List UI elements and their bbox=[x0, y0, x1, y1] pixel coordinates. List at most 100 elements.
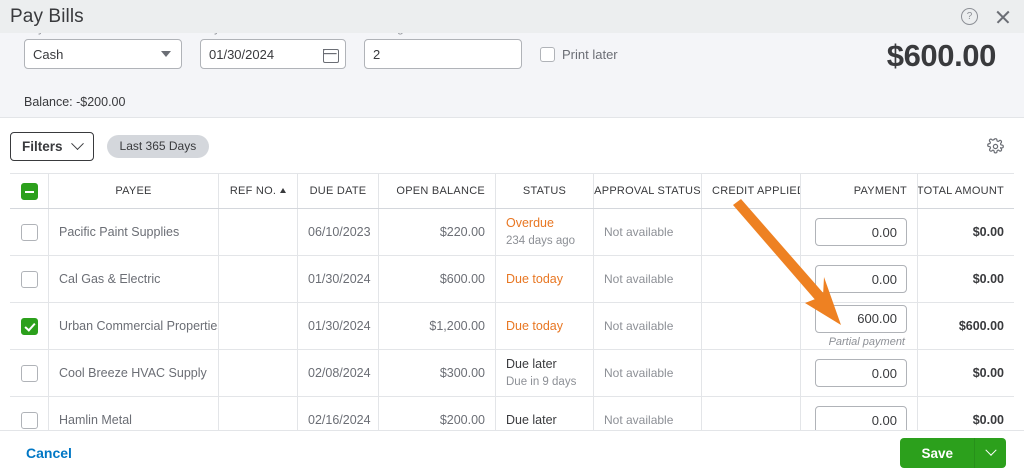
cancel-button[interactable]: Cancel bbox=[26, 445, 72, 461]
close-icon[interactable] bbox=[994, 8, 1011, 25]
row-status-sub: Due in 9 days bbox=[506, 376, 577, 388]
total-payment-amount-value: $600.00 bbox=[886, 38, 997, 73]
header-approval-status[interactable]: APPROVAL STATUS bbox=[593, 174, 701, 208]
row-open-balance: $200.00 bbox=[378, 397, 495, 441]
select-all-header-cell bbox=[10, 174, 48, 208]
row-credit-applied bbox=[701, 397, 800, 441]
starting-check-no-label: Starting check no. bbox=[364, 33, 522, 35]
row-select-cell[interactable] bbox=[10, 350, 48, 396]
row-total-amount: $0.00 bbox=[917, 256, 1014, 302]
row-total-amount: $600.00 bbox=[917, 303, 1014, 349]
filter-toolbar: Filters Last 365 Days bbox=[0, 119, 1024, 173]
payment-input[interactable]: 600.00 bbox=[815, 304, 907, 333]
row-payee: Cal Gas & Electric bbox=[48, 256, 218, 302]
total-payment-amount-block: TOTAL PAYMENT AMOUNT $600.00 bbox=[843, 33, 996, 74]
row-status-main: Overdue bbox=[506, 216, 554, 230]
payment-input[interactable]: 0.00 bbox=[815, 265, 907, 293]
save-button-group: Save bbox=[900, 438, 1006, 468]
row-checkbox[interactable] bbox=[20, 270, 38, 288]
payment-date-label: Payment date bbox=[200, 33, 346, 35]
payment-date-input[interactable]: 01/30/2024 bbox=[200, 39, 346, 69]
row-payment-cell: 0.00 bbox=[800, 350, 917, 396]
header-payment[interactable]: PAYMENT bbox=[800, 174, 917, 208]
select-all-checkbox[interactable] bbox=[20, 182, 38, 200]
titlebar-actions: ? bbox=[961, 8, 1011, 25]
row-ref-no bbox=[218, 350, 297, 396]
row-checkbox[interactable] bbox=[20, 223, 38, 241]
save-dropdown-button[interactable] bbox=[974, 438, 1006, 468]
help-circle-icon[interactable]: ? bbox=[961, 8, 978, 25]
row-payment-note: Partial payment bbox=[828, 335, 905, 348]
chevron-down-icon bbox=[70, 136, 84, 150]
payment-input[interactable]: 0.00 bbox=[815, 359, 907, 387]
table-row[interactable]: Cool Breeze HVAC Supply 02/08/2024 $300.00… bbox=[10, 350, 1014, 397]
row-status-main: Due later bbox=[506, 357, 557, 371]
header-status[interactable]: STATUS bbox=[495, 174, 593, 208]
row-checkbox[interactable] bbox=[20, 364, 38, 382]
print-later-label: Print later bbox=[562, 47, 618, 62]
row-payee: Cool Breeze HVAC Supply bbox=[48, 350, 218, 396]
row-open-balance: $220.00 bbox=[378, 209, 495, 255]
row-ref-no bbox=[218, 397, 297, 441]
row-credit-applied bbox=[701, 303, 800, 349]
row-total-amount: $0.00 bbox=[917, 397, 1014, 441]
row-status-main: Due today bbox=[506, 272, 563, 286]
row-due-date: 02/16/2024 bbox=[297, 397, 378, 441]
table-row[interactable]: Hamlin Metal 02/16/2024 $200.00 Due later No… bbox=[10, 397, 1014, 441]
row-checkbox[interactable] bbox=[20, 317, 38, 335]
chevron-down-icon bbox=[984, 444, 997, 456]
row-select-cell[interactable] bbox=[10, 256, 48, 302]
account-balance-text: Balance: -$200.00 bbox=[24, 95, 126, 109]
filters-button[interactable]: Filters bbox=[10, 131, 94, 161]
payment-input[interactable]: 0.00 bbox=[815, 406, 907, 434]
print-later-checkbox[interactable] bbox=[540, 47, 555, 62]
row-credit-applied bbox=[701, 256, 800, 302]
header-payee[interactable]: PAYEE bbox=[48, 174, 218, 208]
table-row[interactable]: Urban Commercial Properties 01/30/2024 $1,… bbox=[10, 303, 1014, 350]
row-open-balance: $1,200.00 bbox=[378, 303, 495, 349]
row-ref-no bbox=[218, 303, 297, 349]
row-ref-no bbox=[218, 209, 297, 255]
payment-input[interactable]: 0.00 bbox=[815, 218, 907, 246]
row-status: Due later Due in 9 days bbox=[495, 350, 593, 396]
bills-table: PAYEE REF NO. DUE DATE OPEN BALANCE STAT… bbox=[10, 173, 1014, 441]
starting-check-no-field: Starting check no. 2 bbox=[364, 33, 522, 69]
date-range-chip-label: Last 365 Days bbox=[119, 139, 197, 153]
row-total-amount: $0.00 bbox=[917, 209, 1014, 255]
row-status: Due today bbox=[495, 303, 593, 349]
payment-account-value: Cash bbox=[33, 46, 64, 62]
table-row[interactable]: Cal Gas & Electric 01/30/2024 $600.00 Due t… bbox=[10, 256, 1014, 303]
save-button[interactable]: Save bbox=[900, 438, 974, 468]
header-open-balance[interactable]: OPEN BALANCE bbox=[378, 174, 495, 208]
payment-date-field: Payment date 01/30/2024 bbox=[200, 33, 346, 69]
row-open-balance: $600.00 bbox=[378, 256, 495, 302]
table-row[interactable]: Pacific Paint Supplies 06/10/2023 $220.00 O… bbox=[10, 209, 1014, 256]
row-status: Overdue 234 days ago bbox=[495, 209, 593, 255]
row-ref-no bbox=[218, 256, 297, 302]
print-later-checkbox-group[interactable]: Print later bbox=[540, 47, 618, 62]
row-checkbox[interactable] bbox=[20, 411, 38, 429]
modal-titlebar: Pay Bills ? bbox=[0, 0, 1024, 33]
row-select-cell[interactable] bbox=[10, 303, 48, 349]
sort-ascending-icon bbox=[280, 188, 287, 193]
row-payee: Pacific Paint Supplies bbox=[48, 209, 218, 255]
starting-check-no-input[interactable]: 2 bbox=[364, 39, 522, 69]
calendar-icon[interactable] bbox=[323, 47, 339, 63]
row-select-cell[interactable] bbox=[10, 397, 48, 441]
row-payment-cell: 600.00 Partial payment bbox=[800, 303, 917, 349]
payment-header-form: Payment account Cash Payment date 01/30/… bbox=[0, 33, 1024, 118]
row-select-cell[interactable] bbox=[10, 209, 48, 255]
header-credit-applied[interactable]: CREDIT APPLIED bbox=[701, 174, 800, 208]
row-payment-cell: 0.00 bbox=[800, 397, 917, 441]
chevron-down-icon bbox=[161, 51, 171, 57]
row-status-main: Due later bbox=[506, 413, 557, 427]
header-total-amount[interactable]: TOTAL AMOUNT bbox=[917, 174, 1014, 208]
payment-date-value: 01/30/2024 bbox=[209, 46, 275, 62]
header-ref-no[interactable]: REF NO. bbox=[218, 174, 297, 208]
gear-icon[interactable] bbox=[987, 137, 1004, 155]
date-range-chip[interactable]: Last 365 Days bbox=[106, 134, 210, 158]
payment-account-select[interactable]: Cash bbox=[24, 39, 182, 69]
header-due-date[interactable]: DUE DATE bbox=[297, 174, 378, 208]
payment-account-label: Payment account bbox=[24, 33, 182, 35]
